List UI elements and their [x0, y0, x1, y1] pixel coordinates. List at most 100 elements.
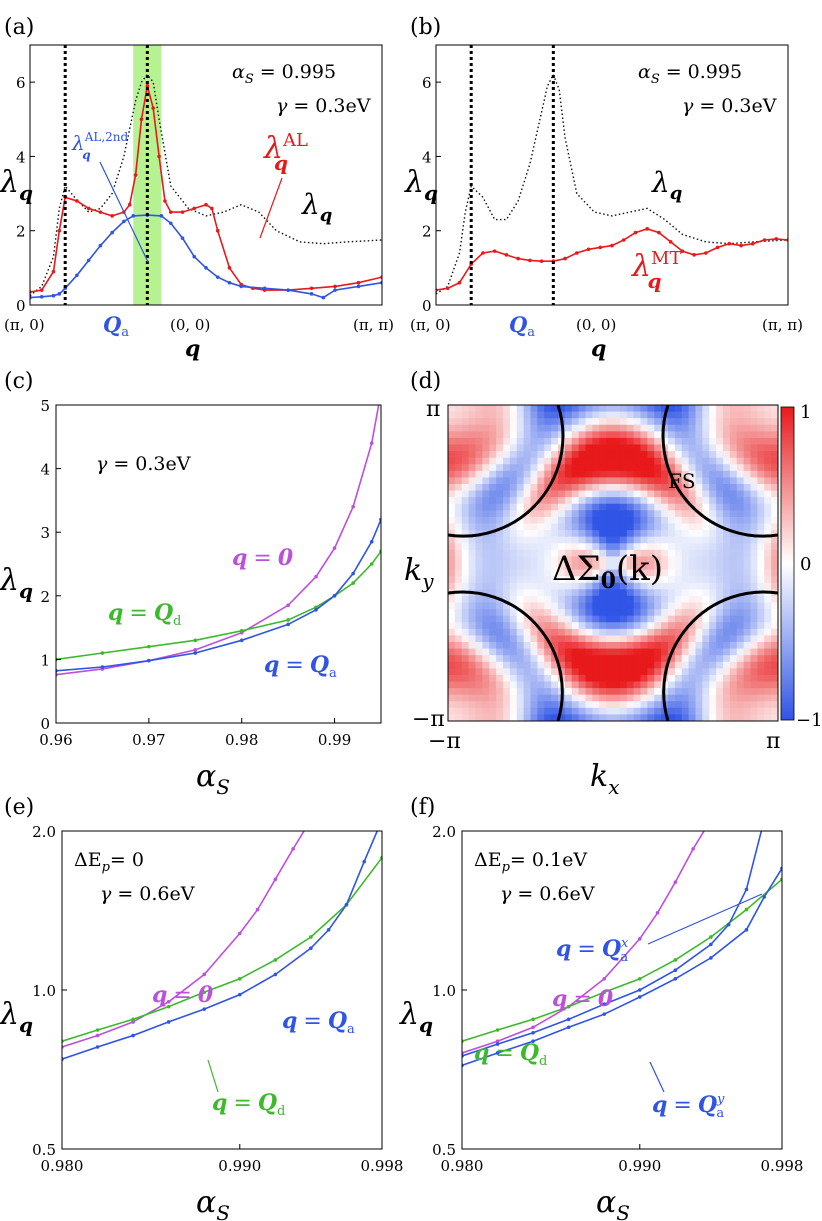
heatmap-cell	[489, 484, 497, 492]
heatmap-cell	[606, 628, 614, 637]
heatmap-cell	[503, 635, 511, 643]
heatmap-cell	[613, 595, 621, 604]
heatmap-cell	[544, 451, 552, 459]
heatmap-cell	[764, 707, 772, 716]
heatmap-cell	[626, 635, 635, 643]
heatmap-cell	[564, 437, 573, 446]
heatmap-cell	[496, 510, 504, 518]
heatmap-cell	[613, 569, 621, 577]
heatmap-cell	[599, 497, 607, 505]
heatmap-cell	[509, 418, 518, 426]
heatmap-cell	[709, 569, 717, 577]
data-point-e-0	[273, 877, 278, 882]
heatmap-cell	[564, 464, 573, 472]
heatmap-cell	[661, 523, 669, 531]
heatmap-cell	[571, 595, 580, 604]
data-point-a-1	[145, 84, 150, 88]
heatmap-cell	[578, 484, 587, 492]
q0-label-e: q = 0	[152, 982, 214, 1008]
heatmap-cell	[475, 661, 483, 669]
data-point-c-2	[351, 571, 355, 576]
heatmap-cell	[503, 484, 511, 492]
heatmap-cell	[716, 668, 724, 676]
heatmap-cell	[681, 411, 690, 419]
heatmap-cell	[585, 431, 593, 439]
heatmap-cell	[674, 622, 683, 630]
heatmap-cell	[496, 576, 504, 584]
heatmap-cell	[613, 451, 621, 459]
heatmap-cell	[454, 490, 463, 498]
heatmap-cell	[654, 549, 662, 558]
heatmap-cell	[716, 444, 724, 452]
heatmap-cell	[736, 405, 745, 413]
heatmap-cell	[716, 497, 724, 505]
heatmap-cell	[723, 701, 731, 709]
heatmap-cell	[509, 655, 518, 663]
heatmap-cell	[626, 714, 635, 721]
heatmap-cell	[654, 464, 662, 472]
heatmap-cell	[668, 431, 676, 439]
xtick-pi0-a: (π, 0)	[4, 316, 45, 334]
heatmap-cell	[647, 595, 655, 604]
heatmap-cell	[668, 589, 676, 597]
heatmap-cell	[475, 484, 483, 492]
heatmap-cell	[723, 411, 731, 419]
heatmap-cell	[695, 642, 703, 650]
heatmap-cell	[654, 484, 662, 492]
heatmap-cell	[523, 477, 532, 485]
heatmap-cell	[633, 411, 642, 419]
heatmap-cell	[503, 707, 511, 716]
heatmap-cell	[475, 437, 483, 446]
heatmap-cell	[771, 694, 778, 702]
heatmap-cell	[571, 642, 580, 650]
heatmap-cell	[640, 609, 648, 617]
heatmap-cell	[681, 688, 690, 696]
heatmap-cell	[530, 707, 538, 716]
heatmap-cell	[448, 431, 456, 439]
heatmap-cell	[523, 694, 532, 702]
heatmap-cell	[503, 615, 511, 623]
heatmap-cell	[716, 642, 724, 650]
heatmap-cell	[468, 582, 477, 590]
heatmap-cell	[468, 674, 477, 683]
heatmap-cell	[571, 470, 580, 479]
heatmap-cell	[661, 576, 669, 584]
heatmap-cell	[516, 444, 525, 452]
heatmap-cell	[544, 444, 552, 452]
heatmap-cell	[578, 648, 587, 656]
heatmap-cell	[626, 576, 635, 584]
heatmap-cell	[454, 411, 463, 419]
data-point-e-2	[380, 818, 384, 822]
heatmap-cell	[716, 622, 724, 630]
x-ticks-c: 0.96 0.97 0.98 0.99	[39, 718, 351, 749]
heatmap-cell	[599, 609, 607, 617]
heatmap-cell	[654, 530, 662, 538]
heatmap-cell	[661, 424, 669, 432]
heatmap-cell	[681, 451, 690, 459]
heatmap-cell	[668, 530, 676, 538]
heatmap-cell	[757, 622, 765, 630]
heatmap-cell	[558, 622, 566, 630]
heatmap-cell	[599, 451, 607, 459]
heatmap-cell	[461, 648, 470, 656]
heatmap-cell	[564, 615, 573, 623]
heatmap-cell	[599, 530, 607, 538]
heatmap-cell	[764, 615, 772, 623]
heatmap-cell	[523, 661, 532, 669]
heatmap-cell	[702, 549, 710, 558]
heatmap-cell	[764, 543, 772, 551]
heatmap-cell	[743, 609, 752, 617]
heatmap-cell	[482, 569, 490, 577]
heatmap-cell	[736, 503, 745, 511]
heatmap-cell	[496, 464, 504, 472]
data-point-a-2	[110, 230, 114, 235]
heatmap-cell	[674, 457, 683, 465]
heatmap-cell	[668, 707, 676, 716]
heatmap-cell	[509, 707, 518, 716]
gamma-annotation-c: γ = 0.3eV	[96, 453, 191, 475]
heatmap-cell	[454, 688, 463, 696]
data-point-f-0	[495, 1039, 500, 1043]
heatmap-cell	[736, 477, 745, 485]
heatmap-cell	[530, 477, 538, 485]
